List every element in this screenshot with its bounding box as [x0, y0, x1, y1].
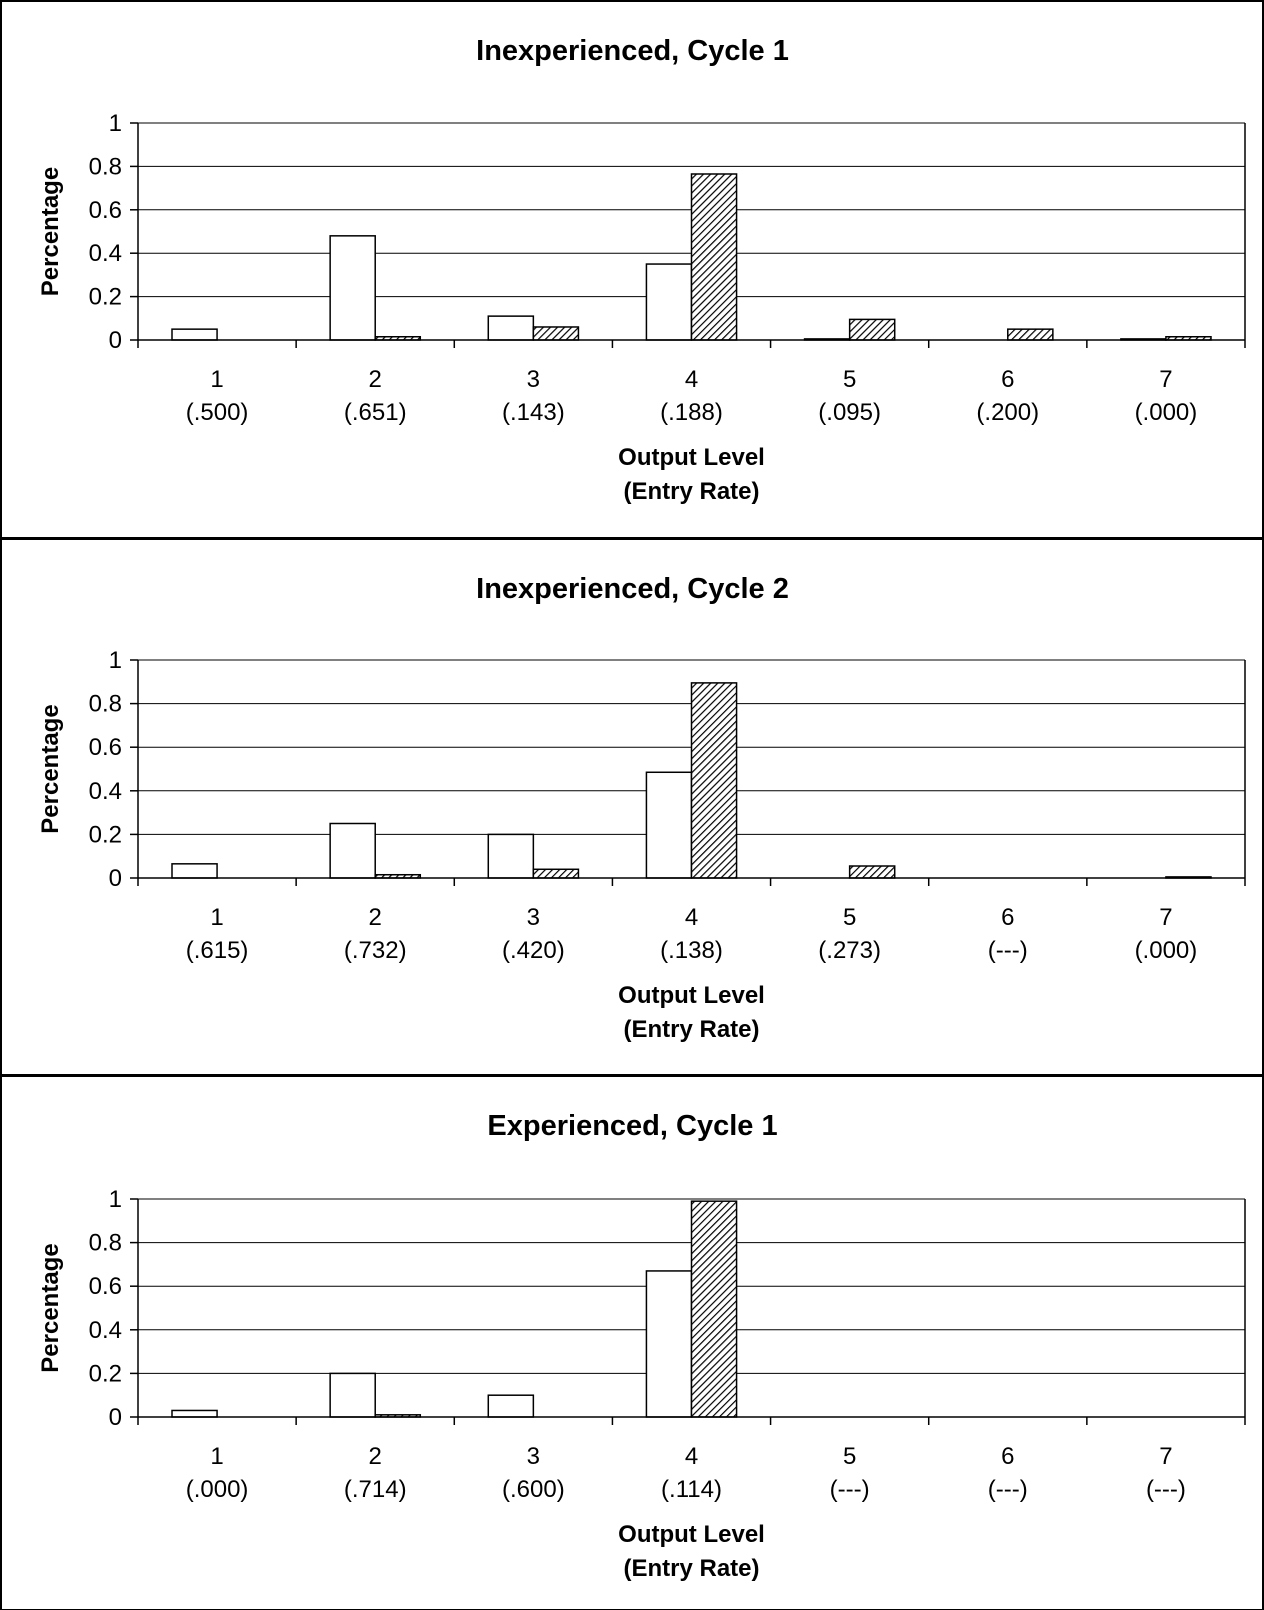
x-category-rate: (.000) [1135, 937, 1198, 964]
chart-title: Experienced, Cycle 1 [487, 1110, 777, 1142]
x-category-rate: (---) [830, 1476, 870, 1503]
x-axis-label: Output Level [618, 1521, 765, 1548]
y-tick-label: 1 [109, 647, 122, 674]
x-category-level: 6 [1001, 1443, 1014, 1470]
y-tick-label: 0.4 [89, 1317, 122, 1344]
x-category-level: 2 [369, 1443, 382, 1470]
y-tick-label: 0.4 [89, 778, 122, 805]
chart-panel-3: Experienced, Cycle 1 0 0.2 0.4 0.6 0.8 1 1 (.000… [0, 1075, 1264, 1610]
y-tick-label: 0 [109, 1404, 122, 1431]
bar-hatched-3 [532, 326, 580, 341]
panel-frame [0, 1075, 1264, 1610]
x-category-level: 3 [527, 366, 540, 393]
chart-title: Inexperienced, Cycle 2 [476, 573, 789, 605]
bar-white-4 [645, 771, 693, 879]
y-tick-label: 0.6 [89, 197, 122, 224]
chart-panel-1: Inexperienced, Cycle 1 0 0.2 0.4 0.6 0.8 1 1 (.5… [0, 0, 1264, 539]
bar-white-3 [487, 833, 535, 879]
x-category-rate: (.188) [660, 399, 723, 426]
x-category-level: 1 [210, 366, 223, 393]
y-tick-label: 0.8 [89, 1230, 122, 1257]
x-category-rate: (---) [988, 937, 1028, 964]
x-axis-label: (Entry Rate) [623, 1016, 759, 1043]
bar-white-3 [487, 1394, 535, 1418]
x-category-level: 6 [1001, 366, 1014, 393]
x-category-rate: (.651) [344, 399, 407, 426]
y-tick-label: 0.6 [89, 1273, 122, 1300]
bar-hatched-4 [690, 1200, 738, 1418]
x-category-level: 2 [369, 366, 382, 393]
bar-hatched-6 [1007, 328, 1054, 341]
x-category-level: 1 [210, 904, 223, 931]
x-category-level: 3 [527, 904, 540, 931]
y-tick-label: 0.2 [89, 1360, 122, 1387]
y-tick-label: 0.6 [89, 734, 122, 761]
y-tick-label: 0.8 [89, 153, 122, 180]
x-category-rate: (.143) [502, 399, 565, 426]
x-category-level: 5 [843, 904, 856, 931]
x-category-rate: (---) [988, 1476, 1028, 1503]
y-tick-label: 0 [109, 327, 122, 354]
x-category-rate: (.000) [1135, 399, 1198, 426]
x-category-rate: (.500) [186, 399, 249, 426]
x-category-rate: (.138) [660, 937, 723, 964]
x-category-rate: (.615) [186, 937, 249, 964]
x-axis-label: (Entry Rate) [623, 478, 759, 505]
x-category-level: 5 [843, 366, 856, 393]
x-category-rate: (.114) [661, 1476, 722, 1503]
x-category-level: 3 [527, 1443, 540, 1470]
x-category-level: 5 [843, 1443, 856, 1470]
y-axis-label: Percentage [37, 704, 64, 833]
bar-white-1 [171, 1409, 218, 1418]
x-category-level: 1 [210, 1443, 223, 1470]
y-tick-label: 0 [109, 865, 122, 892]
y-tick-label: 0.2 [89, 821, 122, 848]
bar-white-1 [171, 863, 218, 879]
x-category-level: 2 [369, 904, 382, 931]
x-category-level: 7 [1159, 904, 1172, 931]
x-category-rate: (---) [1146, 1476, 1186, 1503]
bar-hatched-5 [848, 318, 896, 341]
x-category-rate: (.273) [818, 937, 881, 964]
bar-hatched-4 [690, 682, 738, 879]
bar-white-2 [329, 235, 376, 341]
bar-hatched-4 [690, 173, 738, 341]
y-tick-label: 1 [109, 110, 122, 137]
x-category-rate: (.000) [186, 1476, 249, 1503]
bar-white-2 [329, 822, 376, 879]
bar-white-2 [329, 1372, 376, 1418]
bar-white-3 [487, 315, 535, 341]
x-category-level: 4 [685, 1443, 698, 1470]
x-category-level: 6 [1001, 904, 1014, 931]
bar-hatched-3 [532, 868, 580, 879]
chart-panel-2: Inexperienced, Cycle 2 0 0.2 0.4 0.6 0.8 1 1 (.6… [0, 538, 1264, 1076]
x-axis-label: Output Level [618, 982, 765, 1009]
x-axis-label: (Entry Rate) [623, 1555, 759, 1582]
x-category-level: 4 [685, 904, 698, 931]
y-axis-label: Percentage [37, 1243, 64, 1372]
y-tick-label: 0.2 [89, 284, 122, 311]
x-axis-label: Output Level [618, 444, 765, 471]
y-tick-label: 0.8 [89, 691, 122, 718]
bar-white-4 [645, 1270, 693, 1418]
bar-white-1 [171, 328, 218, 341]
x-category-rate: (.732) [344, 937, 407, 964]
x-category-level: 7 [1159, 1443, 1172, 1470]
x-category-rate: (.714) [344, 1476, 407, 1503]
x-category-level: 4 [685, 366, 698, 393]
x-category-rate: (.420) [502, 937, 565, 964]
x-category-level: 7 [1159, 366, 1172, 393]
y-tick-label: 0.4 [89, 240, 122, 267]
y-tick-label: 1 [109, 1186, 122, 1213]
bar-white-4 [645, 263, 693, 341]
x-category-rate: (.600) [502, 1476, 565, 1503]
chart-title: Inexperienced, Cycle 1 [476, 35, 789, 67]
x-category-rate: (.200) [976, 399, 1039, 426]
x-category-rate: (.095) [818, 399, 881, 426]
bar-hatched-5 [848, 865, 896, 879]
y-axis-label: Percentage [37, 167, 64, 296]
